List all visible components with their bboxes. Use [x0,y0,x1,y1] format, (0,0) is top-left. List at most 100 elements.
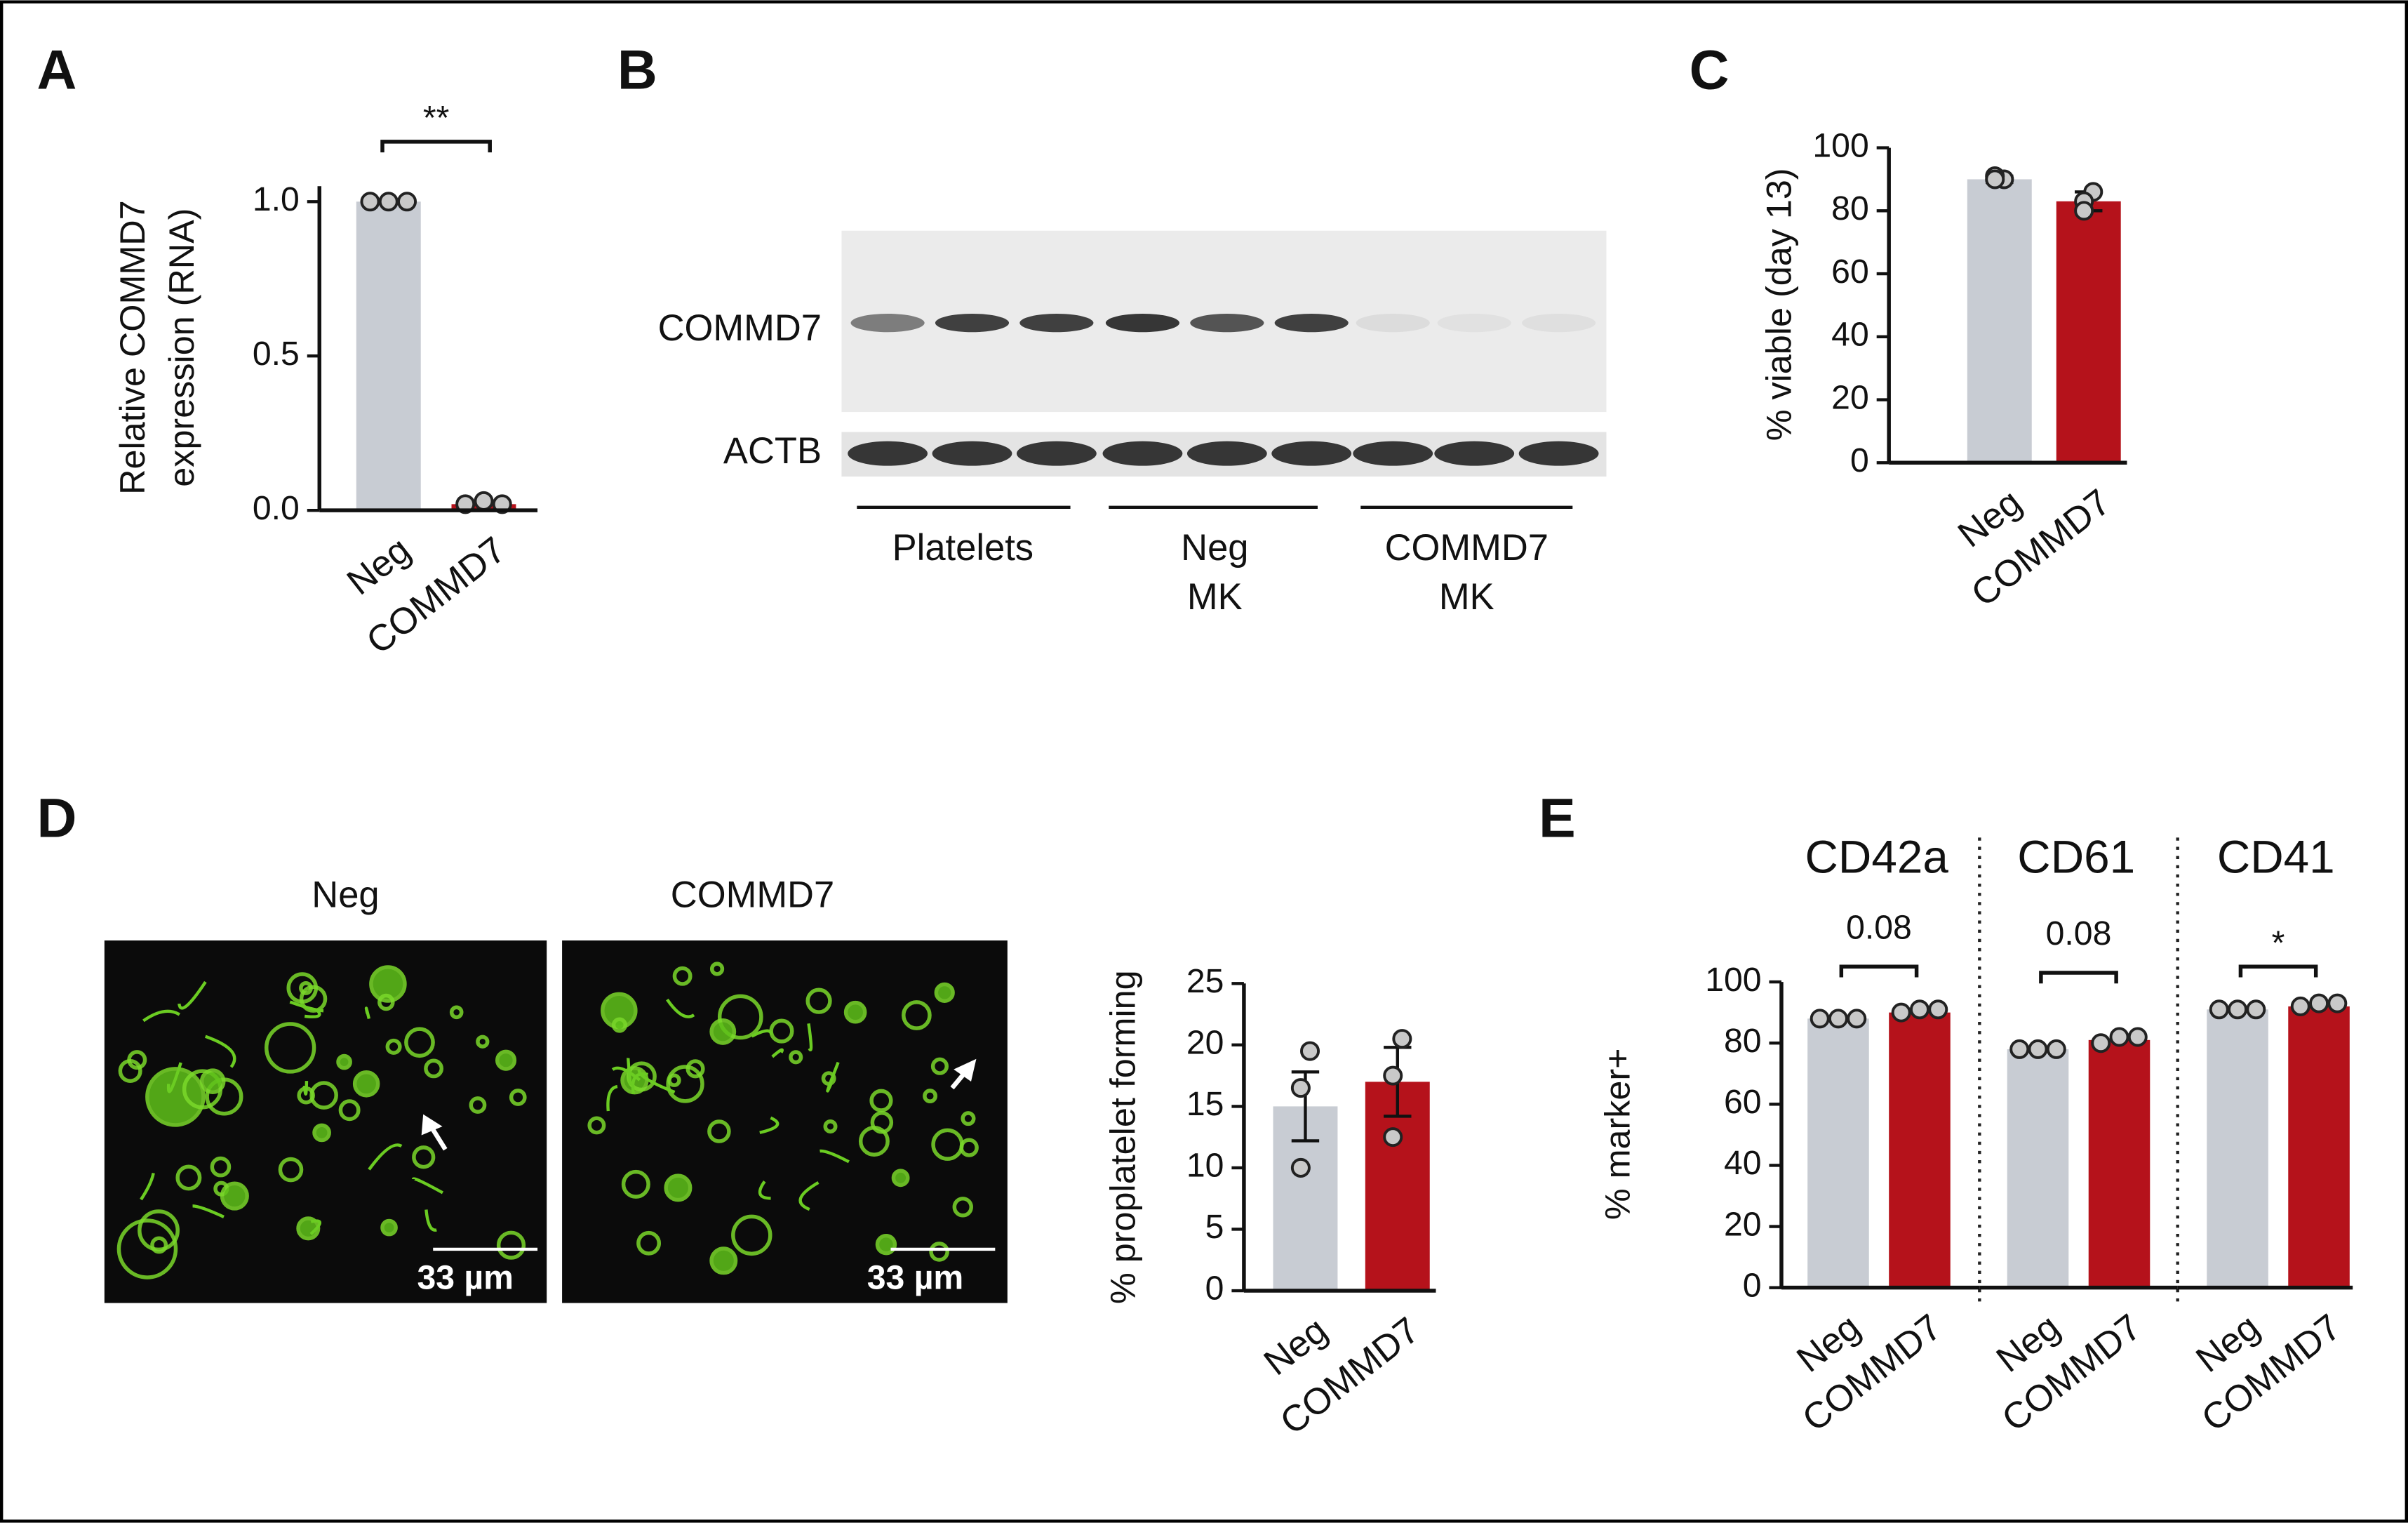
cell [667,1073,681,1087]
cell [672,966,693,986]
panel-label: C [1690,39,1730,100]
proplatelet [424,1209,437,1232]
proplatelet [411,1177,444,1195]
cell [930,1057,949,1075]
band [1016,441,1097,466]
proplatelet [166,1062,182,1093]
y-axis-label: % marker+ [1597,1048,1637,1220]
cell [424,1058,443,1079]
data-point [1383,1065,1403,1086]
cell [385,1038,402,1055]
cell [587,1116,606,1135]
cell [210,1156,232,1178]
band [1437,313,1511,333]
micrograph-label: Neg [312,874,379,916]
arrows [421,1058,977,1151]
cell [709,1246,738,1275]
cell [707,1119,731,1143]
significance-bracket [2039,971,2118,984]
data-point [492,494,512,514]
proplatelet [798,1181,820,1211]
group-label: MK [1187,576,1243,618]
cell [509,1089,527,1106]
bar [1807,1018,1869,1288]
data-point [1891,1002,1911,1023]
proplatelet [142,1009,181,1023]
data-point [1392,1029,1412,1049]
significance-label: 0.08 [2046,915,2112,952]
y-tick-label: 20 [1831,378,1869,416]
data-point [2290,996,2310,1016]
data-point [2028,1039,2048,1059]
cell [336,1053,352,1070]
data-point [1985,169,2005,189]
cell [412,1145,436,1169]
band [935,313,1010,333]
bar [2007,1049,2069,1288]
bar [1889,1012,1951,1288]
proplatelet [627,1058,632,1086]
cell [870,1111,894,1134]
y-tick-label: 100 [1812,126,1868,164]
data-point [2309,993,2329,1013]
cell [116,1218,178,1279]
band [1105,313,1179,333]
band [1353,441,1433,466]
data-point [2127,1027,2148,1047]
y-tick-label: 60 [1831,253,1869,291]
chart-title: CD42a [1805,832,1948,883]
data-point [2228,999,2248,1020]
data-point [397,192,417,212]
band [1434,441,1515,466]
bar [2088,1039,2151,1288]
panel-label: E [1539,787,1576,849]
significance-bracket [380,140,492,153]
cell [495,1049,517,1071]
cell [789,1050,803,1065]
y-axis-label: % proplatelet forming [1103,970,1143,1304]
cell [380,1218,398,1237]
chart-title: CD61 [2017,832,2135,883]
blot-bands [848,313,1599,466]
cell [952,1197,973,1218]
y-tick-label: 0.0 [253,489,300,527]
proplatelet [807,1023,813,1051]
group-label: Neg [1181,527,1248,568]
proplatelet [637,1068,676,1094]
y-tick-label: 40 [1831,316,1869,354]
y-tick-label: 20 [1186,1024,1224,1062]
cell [377,993,395,1011]
band [1518,441,1599,466]
proplatelet [309,1219,322,1236]
y-tick-label: 40 [1724,1144,1762,1182]
cell [265,1022,316,1074]
significance-label: 0.08 [1846,908,1912,946]
y-axis-label: % viable (day 13) [1758,168,1798,441]
arrow-head [421,1114,443,1136]
cell [875,1233,897,1256]
data-point [2046,1039,2066,1059]
data-point [2209,999,2229,1020]
arrow-head [954,1058,977,1082]
cell [869,1089,893,1112]
cell [805,987,832,1014]
cell [709,1018,737,1045]
data-point [1909,999,1929,1020]
band [1356,313,1430,333]
data-point [1847,1009,1867,1029]
y-tick-label: 80 [1724,1022,1762,1060]
cell [717,994,763,1040]
proplatelet [302,1081,309,1096]
band [1274,313,1349,333]
band [1190,313,1264,333]
data-point [360,192,380,212]
cells [116,962,979,1279]
data-point [2109,1027,2129,1047]
y-tick-label: 100 [1705,961,1761,999]
y-tick-label: 10 [1186,1147,1224,1185]
band [1522,313,1596,333]
scale-label: 33 µm [867,1258,963,1296]
cell [843,1000,867,1024]
panel-label: B [617,39,657,100]
